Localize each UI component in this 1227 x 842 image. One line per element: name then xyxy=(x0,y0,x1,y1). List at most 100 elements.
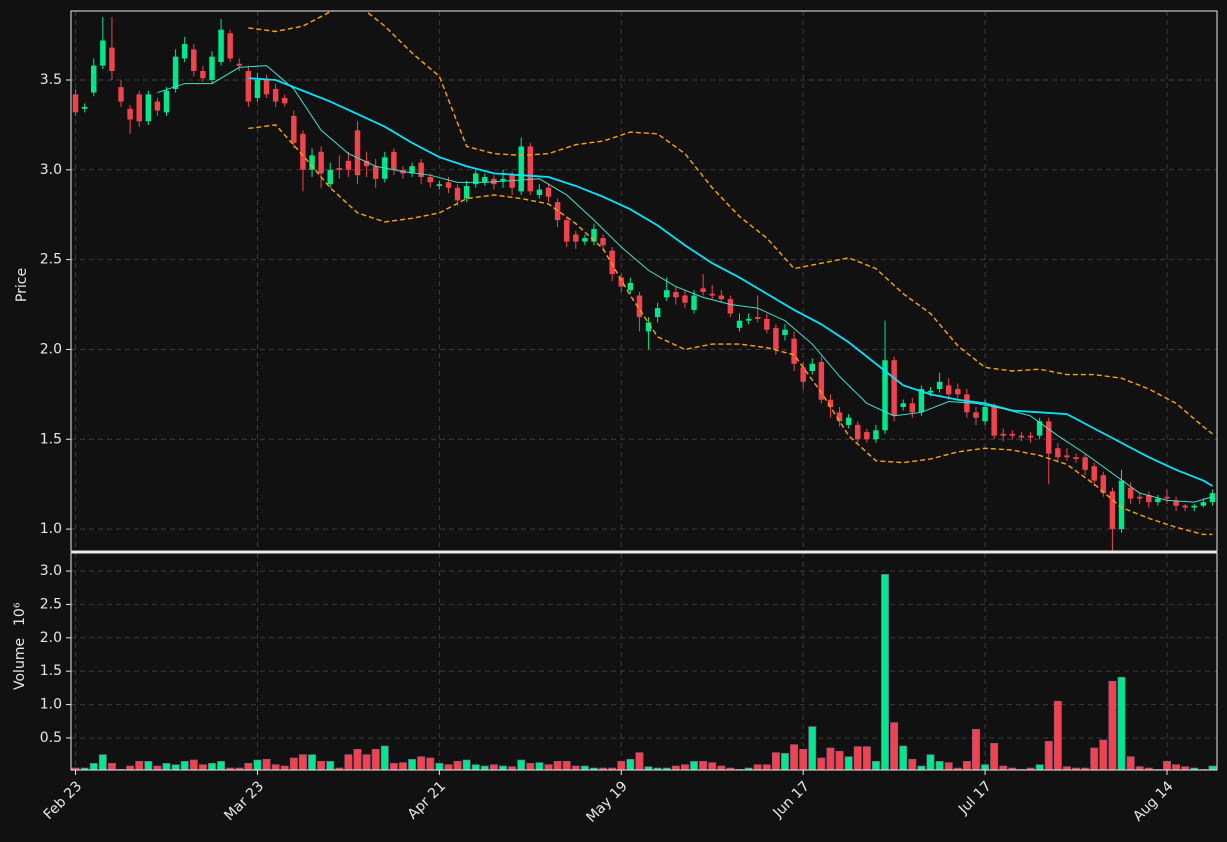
candle-body xyxy=(1109,491,1116,530)
volume-bar xyxy=(453,761,462,771)
y-tick-label: 2.5 xyxy=(40,252,62,268)
volume-bar xyxy=(471,764,480,771)
volume-bar xyxy=(790,744,799,771)
candle-body xyxy=(1073,457,1079,460)
candle-body xyxy=(1191,505,1197,508)
volume-bar xyxy=(1035,764,1044,771)
volume-bar xyxy=(326,761,335,771)
volume-bar xyxy=(553,761,562,771)
volume-bar xyxy=(126,765,135,771)
candle-body xyxy=(327,169,333,185)
candle-body xyxy=(409,166,415,174)
candle-body xyxy=(72,94,79,113)
candle-body xyxy=(309,155,315,170)
candle-body xyxy=(573,234,579,242)
candle-body xyxy=(527,146,534,192)
candle-body xyxy=(236,63,242,66)
candle-body xyxy=(673,291,679,298)
candle-body xyxy=(773,327,779,350)
y-tick-label: 3.0 xyxy=(40,162,62,178)
volume-bar xyxy=(881,574,889,771)
volume-bar xyxy=(426,757,435,771)
volume-bar xyxy=(571,765,580,771)
volume-bar xyxy=(217,761,226,771)
volume-bar xyxy=(444,764,453,771)
candle-body xyxy=(918,388,925,413)
volume-axis-label: Volume xyxy=(12,638,28,690)
candle-body xyxy=(318,151,324,174)
volume-bar xyxy=(1099,739,1108,771)
volume-bar xyxy=(835,751,844,771)
volume-bar xyxy=(417,756,426,771)
candle-body xyxy=(1127,487,1134,499)
volume-bar xyxy=(244,763,253,771)
candle-body xyxy=(363,160,370,167)
candle-body xyxy=(81,106,88,109)
candle-body xyxy=(282,97,288,104)
volume-bar xyxy=(962,761,971,771)
volume-bar xyxy=(1044,740,1053,771)
candle-body xyxy=(1155,498,1161,503)
candle-body xyxy=(200,71,206,79)
volume-bar xyxy=(771,752,780,771)
volume-bar xyxy=(717,765,726,771)
volume-bar xyxy=(362,754,371,771)
candle-body xyxy=(154,101,161,111)
candle-body xyxy=(682,295,688,303)
volume-bar xyxy=(389,763,398,771)
candle-body xyxy=(882,360,888,431)
volume-bar xyxy=(544,764,553,771)
candle-body xyxy=(181,44,188,59)
candle-body xyxy=(227,33,233,59)
candle-body xyxy=(791,338,797,364)
volume-bar xyxy=(1208,765,1217,771)
volume-bar xyxy=(462,759,471,771)
volume-bar xyxy=(1108,680,1117,771)
volume-bar xyxy=(435,763,444,771)
candle-body xyxy=(145,94,152,122)
candle-body xyxy=(1146,494,1152,503)
volume-bar xyxy=(1181,766,1190,771)
candle-body xyxy=(509,175,515,188)
volume-bar xyxy=(380,745,389,771)
candle-body xyxy=(1136,496,1143,499)
volume-bar xyxy=(1090,747,1099,771)
candle-body xyxy=(627,282,634,291)
volume-bar xyxy=(844,756,853,771)
overlay-line xyxy=(248,124,1213,536)
candle-body xyxy=(827,399,834,407)
volume-bar xyxy=(981,764,990,771)
candle-body xyxy=(955,388,961,395)
volume-bar xyxy=(917,765,926,771)
candle-body xyxy=(1173,500,1179,506)
candle-body xyxy=(109,47,115,71)
y-tick-label: 3.0 xyxy=(40,563,62,579)
volume-bar xyxy=(135,761,144,771)
candle-body xyxy=(1164,496,1170,499)
volume-bar xyxy=(899,745,908,771)
candle-body xyxy=(654,308,661,318)
volume-bar xyxy=(408,759,417,771)
candle-body xyxy=(1009,433,1016,436)
candle-body xyxy=(836,412,843,422)
candle-body xyxy=(927,390,934,393)
volume-bar xyxy=(644,766,653,771)
y-axis-label: Price xyxy=(14,268,30,302)
volume-bar xyxy=(890,722,899,771)
volume-bar xyxy=(262,759,271,771)
candle-body xyxy=(1182,505,1188,508)
candle-body xyxy=(191,49,197,71)
y-tick-label: 2.5 xyxy=(40,596,62,612)
candle-body xyxy=(800,367,806,382)
volume-bar xyxy=(753,764,762,771)
candle-body xyxy=(172,56,179,89)
volume-bar xyxy=(153,765,162,771)
overlay-line xyxy=(248,77,1213,487)
volume-bar xyxy=(89,763,98,771)
volume-bar xyxy=(799,749,808,771)
candle-body xyxy=(909,403,916,413)
volume-bar xyxy=(1053,700,1062,771)
candle-body xyxy=(1091,466,1097,481)
volume-bar xyxy=(862,746,871,771)
